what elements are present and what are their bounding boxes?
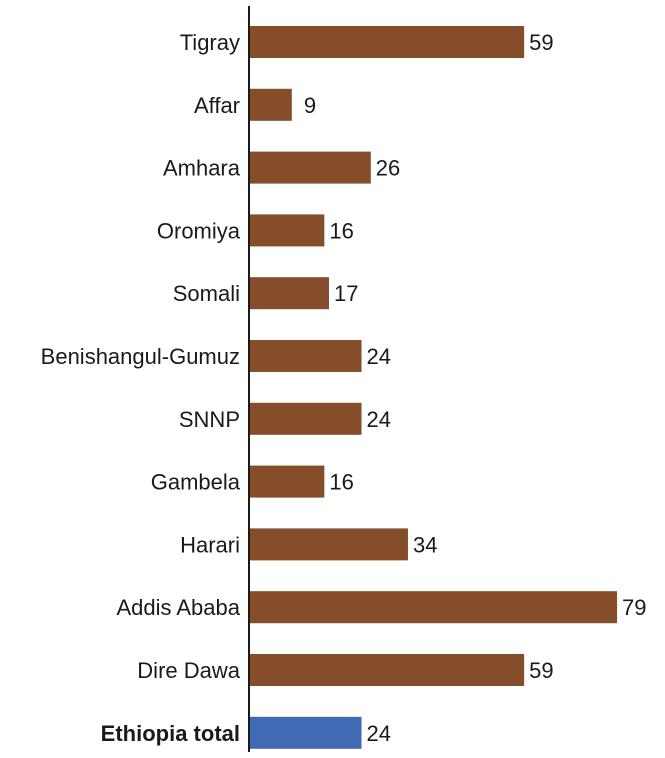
bar-oromiya [250, 214, 325, 247]
bar-dire-dawa [250, 654, 525, 686]
category-label-gambela: Gambela [151, 470, 241, 495]
value-label-snnp: 24 [367, 407, 391, 432]
category-label-addis-ababa: Addis Ababa [116, 595, 240, 620]
bar-snnp [250, 402, 362, 435]
bar-somali [250, 277, 329, 310]
category-label-tigray: Tigray [180, 30, 240, 55]
bar-harari [250, 528, 408, 561]
value-label-ethiopia-total: 24 [367, 721, 391, 746]
value-label-oromiya: 16 [329, 218, 353, 243]
category-label-ethiopia-total: Ethiopia total [101, 721, 240, 746]
value-label-benishangul-gumuz: 24 [367, 344, 391, 369]
category-label-somali: Somali [173, 281, 240, 306]
bar-tigray [250, 26, 525, 58]
category-label-oromiya: Oromiya [157, 218, 241, 243]
value-label-amhara: 26 [376, 156, 400, 181]
bar-amhara [250, 151, 371, 184]
bar-affar [250, 88, 292, 121]
bar-gambela [250, 465, 325, 498]
value-label-somali: 17 [334, 281, 358, 306]
value-label-affar: 9 [304, 93, 316, 118]
value-label-addis-ababa: 79 [622, 595, 646, 620]
category-label-amhara: Amhara [163, 156, 241, 181]
value-label-dire-dawa: 59 [529, 658, 553, 683]
category-label-snnp: SNNP [179, 407, 240, 432]
bar-addis-ababa [250, 591, 618, 624]
bar-benishangul-gumuz [250, 340, 362, 372]
category-label-dire-dawa: Dire Dawa [137, 658, 240, 683]
value-label-tigray: 59 [529, 30, 553, 55]
value-label-harari: 34 [413, 532, 437, 557]
value-label-gambela: 16 [329, 470, 353, 495]
category-label-harari: Harari [180, 532, 240, 557]
labels-group: Tigray 59 Affar 9 Amhara 26 Oromiya 16 Somali 17 B… [41, 30, 647, 746]
bar-ethiopia-total [250, 716, 362, 749]
bars-group [250, 26, 618, 749]
category-label-benishangul-gumuz: Benishangul-Gumuz [41, 344, 240, 369]
category-label-affar: Affar [194, 93, 240, 118]
